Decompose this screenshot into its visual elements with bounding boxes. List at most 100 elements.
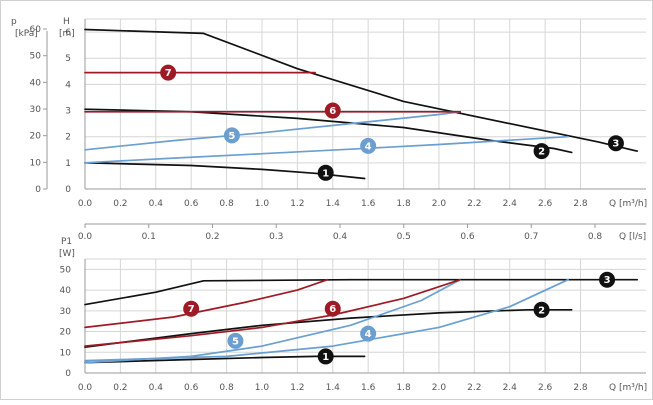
bot-badge-6	[324, 300, 341, 317]
bot-curve-3	[84, 278, 639, 306]
top-badge-2	[533, 143, 550, 160]
bot-curve-7	[84, 278, 329, 329]
bot-x-tick-10: 2.0	[432, 383, 447, 393]
top-curve-4	[84, 135, 569, 164]
top-x-tick-13: 2.6	[538, 199, 553, 209]
top-x-tick-2: 0.4	[149, 199, 164, 209]
bot-badge-4	[360, 325, 377, 342]
bot-x-tick-9: 1.8	[396, 383, 411, 393]
bot-badge-1	[317, 348, 334, 365]
top-kpa-tick-2: 20	[30, 132, 42, 142]
top-x-tick-8: 1.6	[361, 199, 376, 209]
bot-badge-label-1: 1	[322, 352, 329, 363]
bot-badge-label-5: 5	[232, 336, 239, 347]
bot-x-tick-0: 0.0	[78, 383, 93, 393]
top-badge-6	[324, 102, 341, 119]
top-kpa-tick-5: 50	[30, 52, 42, 62]
top-badge-3	[607, 135, 624, 152]
top-x-tick-10: 2.0	[432, 199, 447, 209]
top-h-tick-5: 5	[65, 54, 71, 64]
bot-y-tick-2: 20	[60, 328, 72, 338]
top-x-tick-14: 2.8	[573, 199, 588, 209]
bot-x-tick-6: 1.2	[290, 383, 304, 393]
bot-x-tick-4: 0.8	[219, 383, 234, 393]
ls-tick-4: 0.4	[333, 232, 348, 242]
top-kpa-tick-0: 0	[35, 185, 41, 195]
bot-curve-6	[84, 278, 462, 347]
bot-badge-label-6: 6	[329, 304, 336, 315]
ls-tick-3: 0.3	[269, 232, 283, 242]
bot-x-unit-label: Q [m³/h]	[609, 383, 647, 393]
bot-x-tick-12: 2.4	[503, 383, 518, 393]
top-h-tick-0: 0	[65, 185, 71, 195]
ls-tick-1: 0.1	[142, 232, 156, 242]
bot-y-tick-1: 10	[60, 348, 72, 358]
bot-x-tick-7: 1.4	[326, 383, 341, 393]
top-kpa-tick-1: 10	[30, 158, 42, 168]
top-badge-4	[360, 137, 377, 154]
bot-y-tick-3: 30	[60, 307, 72, 317]
top-h-tick-6: 6	[65, 28, 71, 38]
top-badge-label-6: 6	[329, 106, 336, 117]
top-badge-label-7: 7	[165, 68, 172, 79]
bot-badge-3	[599, 271, 616, 288]
top-h-tick-4: 4	[65, 80, 71, 90]
bot-x-tick-13: 2.6	[538, 383, 553, 393]
bot-p1-label: P1	[61, 237, 72, 247]
bot-badge-label-7: 7	[188, 304, 195, 315]
ls-tick-0: 0.0	[78, 232, 93, 242]
top-badge-label-4: 4	[365, 141, 372, 152]
top-badge-1	[317, 164, 334, 181]
bot-curve-2	[84, 308, 573, 348]
bot-x-tick-8: 1.6	[361, 383, 376, 393]
top-curve-5	[84, 110, 462, 151]
bot-y-tick-0: 0	[65, 369, 71, 379]
ls-tick-8: 0.8	[588, 232, 603, 242]
top-badge-label-3: 3	[612, 139, 619, 150]
bot-w-unit-label: [W]	[59, 249, 75, 259]
bot-x-tick-11: 2.2	[467, 383, 481, 393]
bot-badge-2	[533, 301, 550, 318]
top-badge-label-1: 1	[322, 168, 329, 179]
top-m-unit-label: [m]	[59, 29, 75, 39]
bot-y-tick-5: 50	[60, 265, 72, 275]
top-kpa-tick-6: 60	[30, 25, 42, 35]
bot-curve-5	[84, 278, 462, 364]
top-x-tick-5: 1.0	[255, 199, 270, 209]
top-kpa-tick-4: 40	[30, 78, 42, 88]
bot-badge-label-3: 3	[604, 275, 611, 286]
top-x-tick-11: 2.2	[467, 199, 481, 209]
top-h-tick-1: 1	[65, 159, 71, 169]
top-badge-label-2: 2	[538, 147, 545, 158]
top-h-label: H	[63, 17, 70, 27]
ls-tick-7: 0.7	[524, 232, 538, 242]
bot-x-tick-3: 0.6	[184, 383, 199, 393]
bot-x-tick-2: 0.4	[149, 383, 164, 393]
top-x-tick-0: 0.0	[78, 199, 93, 209]
bot-x-tick-1: 0.2	[113, 383, 127, 393]
top-x-tick-6: 1.2	[290, 199, 304, 209]
top-h-tick-3: 3	[65, 107, 71, 117]
bot-x-tick-5: 1.0	[255, 383, 270, 393]
top-x-tick-3: 0.6	[184, 199, 199, 209]
top-x-tick-4: 0.8	[219, 199, 234, 209]
bot-badge-label-2: 2	[538, 305, 545, 316]
ls-tick-2: 0.2	[205, 232, 219, 242]
top-badge-5	[223, 127, 240, 144]
bot-y-tick-4: 40	[60, 286, 72, 296]
top-kpa-tick-3: 30	[30, 105, 42, 115]
bot-badge-7	[183, 300, 200, 317]
top-x-tick-12: 2.4	[503, 199, 518, 209]
ls-tick-5: 0.5	[397, 232, 411, 242]
bot-x-tick-14: 2.8	[573, 383, 588, 393]
top-badge-label-5: 5	[228, 131, 235, 142]
top-kpa-unit-label: [kPa]	[15, 29, 38, 39]
top-x-tick-9: 1.8	[396, 199, 411, 209]
ls-unit-label: Q [l/s]	[619, 232, 646, 242]
top-p-label: p	[11, 17, 17, 27]
bot-badge-5	[227, 332, 244, 349]
top-curve-3	[84, 28, 639, 152]
top-x-tick-1: 0.2	[113, 199, 127, 209]
